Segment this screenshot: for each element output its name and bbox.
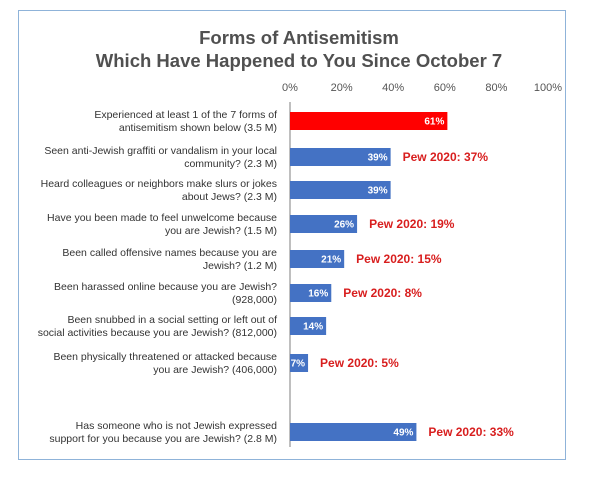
bar	[290, 354, 309, 372]
bar	[290, 284, 332, 302]
category-label-line: community? (2.3 M)	[184, 158, 277, 170]
data-label: 61%	[424, 117, 444, 128]
chart-title-line-2: Which Have Happened to You Since October…	[96, 50, 502, 71]
category-label-line: Seen anti-Jewish graffiti or vandalism i…	[44, 145, 277, 157]
category-label-line: Been called offensive names because you …	[62, 247, 277, 259]
category-label-line: Heard colleagues or neighbors make slurs…	[41, 178, 277, 190]
data-label: 14%	[303, 322, 323, 333]
category-label-line: Been harassed online because you are Jew…	[54, 281, 277, 293]
category-label-line: Been physically threatened or attacked b…	[53, 351, 277, 363]
x-tick-label: 60%	[434, 82, 456, 94]
category-label: Been physically threatened or attacked b…	[53, 351, 277, 376]
category-label: Been snubbed in a social setting or left…	[38, 314, 277, 339]
category-label-line: social activities because you are Jewish…	[38, 327, 277, 339]
x-tick-label: 0%	[282, 82, 298, 94]
bar	[290, 423, 417, 441]
category-label: Been called offensive names because you …	[62, 247, 277, 272]
data-label: 21%	[321, 255, 341, 266]
category-label-line: antisemitism shown below (3.5 M)	[119, 122, 277, 134]
pew-annotation: Pew 2020: 15%	[356, 252, 442, 266]
category-label: Heard colleagues or neighbors make slurs…	[41, 178, 277, 203]
category-label: Been harassed online because you are Jew…	[54, 281, 277, 306]
category-label-line: Experienced at least 1 of the 7 forms of	[94, 109, 277, 121]
category-label-line: about Jews? (2.3 M)	[182, 191, 277, 203]
chart-title-line-1: Forms of Antisemitism	[199, 27, 399, 48]
data-label: 16%	[308, 289, 328, 300]
category-label-line: Have you been made to feel unwelcome bec…	[47, 212, 277, 224]
pew-annotation: Pew 2020: 33%	[428, 425, 514, 439]
pew-annotation: Pew 2020: 19%	[369, 217, 455, 231]
x-tick-label: 40%	[382, 82, 404, 94]
x-tick-label: 20%	[331, 82, 353, 94]
category-label-line: Been snubbed in a social setting or left…	[67, 314, 277, 326]
pew-annotation: Pew 2020: 37%	[403, 150, 489, 164]
bar	[290, 317, 327, 335]
category-label: Experienced at least 1 of the 7 forms of…	[94, 109, 277, 134]
bar	[290, 250, 345, 268]
category-label-line: Jewish? (1.2 M)	[203, 260, 277, 272]
bar	[290, 181, 391, 199]
data-label: 39%	[368, 186, 388, 197]
category-label: Have you been made to feel unwelcome bec…	[47, 212, 277, 237]
data-label: 39%	[368, 153, 388, 164]
x-tick-label: 100%	[534, 82, 562, 94]
bar	[290, 112, 448, 130]
category-label-line: Has someone who is not Jewish expressed	[76, 420, 278, 432]
chart-frame	[18, 10, 566, 460]
pew-annotation: Pew 2020: 5%	[320, 356, 399, 370]
bar	[290, 148, 391, 166]
category-label-line: you are Jewish? (406,000)	[153, 364, 277, 376]
data-label: 7%	[291, 359, 306, 370]
category-label-line: (928,000)	[232, 294, 277, 306]
category-label-line: you are Jewish? (1.5 M)	[165, 225, 277, 237]
bar	[290, 215, 358, 233]
category-label-line: support for you because you are Jewish? …	[49, 433, 277, 445]
category-label: Has someone who is not Jewish expressed s…	[49, 420, 277, 445]
category-label: Seen anti-Jewish graffiti or vandalism i…	[44, 145, 277, 170]
data-label: 26%	[334, 220, 354, 231]
data-label: 49%	[393, 428, 413, 439]
x-tick-label: 80%	[485, 82, 507, 94]
pew-annotation: Pew 2020: 8%	[343, 286, 422, 300]
